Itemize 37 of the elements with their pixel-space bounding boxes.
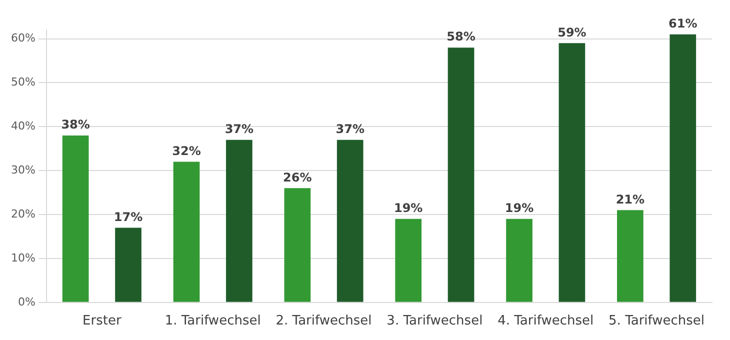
data-label: 21% — [616, 192, 645, 206]
bar — [558, 43, 586, 302]
x-tick-label: Erster — [82, 314, 122, 329]
bar — [226, 140, 252, 302]
x-tick-label: 3. Tarifwechsel — [386, 314, 483, 329]
bar — [336, 140, 364, 302]
y-tick-label: 30% — [10, 163, 36, 176]
x-tick-label: 1. Tarifwechsel — [164, 314, 261, 329]
y-tick-label: 0% — [18, 295, 36, 308]
data-label: 59% — [558, 25, 586, 40]
bar — [506, 218, 532, 302]
data-label: 32% — [172, 144, 201, 158]
y-tick-label: 10% — [10, 251, 36, 264]
bar — [115, 228, 142, 302]
data-label: 38% — [61, 118, 90, 132]
bar — [173, 162, 200, 302]
data-label: 26% — [283, 170, 312, 184]
bar — [62, 135, 89, 302]
data-label: 19% — [504, 201, 534, 216]
data-label: 17% — [114, 210, 143, 224]
y-tick-label: 20% — [10, 207, 36, 220]
data-label: 19% — [394, 201, 423, 216]
bar — [284, 188, 311, 302]
data-label: 61% — [668, 16, 698, 31]
x-tick-label: 5. Tarifwechsel — [608, 314, 705, 329]
bar — [395, 218, 422, 302]
data-label: 58% — [446, 30, 476, 44]
x-tick-label: 4. Tarifwechsel — [498, 314, 594, 329]
y-tick-label: 60% — [10, 32, 36, 45]
x-tick-label: 2. Tarifwechsel — [276, 314, 372, 329]
y-tick-label: 40% — [10, 120, 36, 133]
data-label: 37% — [336, 122, 364, 136]
data-label: 37% — [224, 122, 254, 136]
bar — [670, 34, 696, 302]
bar — [448, 48, 474, 302]
bar — [617, 210, 644, 302]
y-tick-label: 50% — [10, 76, 36, 89]
